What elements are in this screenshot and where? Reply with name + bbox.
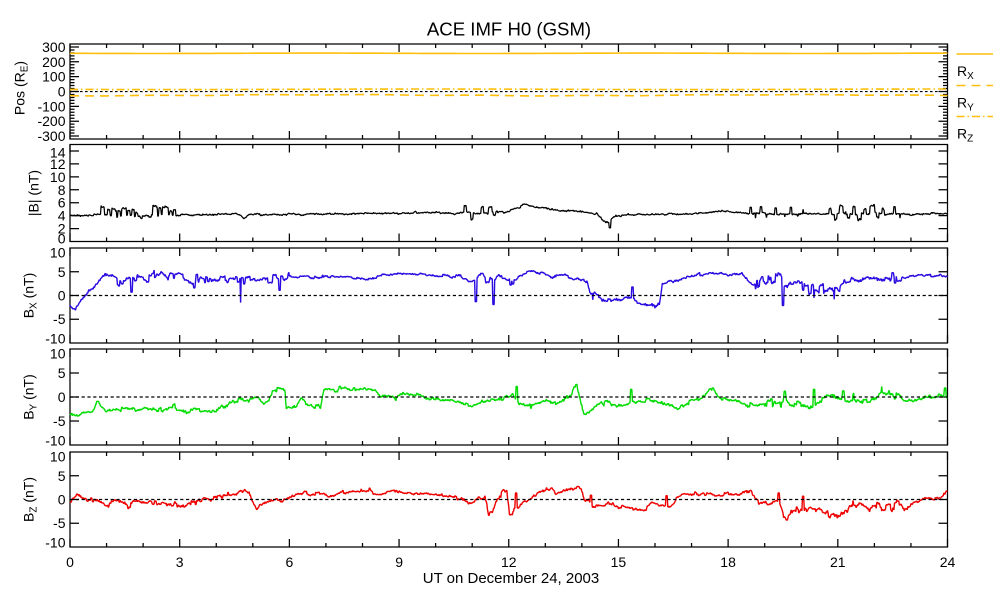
svg-text:10: 10 [50,169,66,185]
svg-text:-10: -10 [45,331,65,347]
svg-text:0: 0 [66,554,74,570]
svg-text:6: 6 [58,195,66,211]
svg-text:12: 12 [501,554,517,570]
svg-text:5: 5 [58,468,66,484]
svg-text:0: 0 [58,231,66,247]
svg-text:14: 14 [50,145,66,161]
svg-text:-200: -200 [37,113,65,129]
svg-text:-10: -10 [45,433,65,449]
svg-text:6: 6 [286,554,294,570]
svg-text:-5: -5 [53,311,66,327]
svg-text:4: 4 [58,208,66,224]
svg-text:10: 10 [50,449,66,465]
svg-text:0: 0 [58,492,66,508]
svg-text:24: 24 [940,554,956,570]
svg-text:-5: -5 [53,413,66,429]
svg-text:12: 12 [50,156,66,172]
svg-text:15: 15 [611,554,627,570]
svg-text:0: 0 [58,84,66,100]
svg-text:-100: -100 [37,98,65,114]
svg-text:5: 5 [58,264,66,280]
svg-text:10: 10 [50,346,66,362]
svg-text:21: 21 [830,554,846,570]
svg-text:0: 0 [58,288,66,304]
svg-text:0: 0 [58,389,66,405]
svg-text:-5: -5 [53,515,66,531]
svg-text:18: 18 [720,554,736,570]
svg-text:10: 10 [50,245,66,261]
svg-text:2: 2 [58,221,66,237]
svg-text:100: 100 [42,69,66,85]
svg-text:300: 300 [42,39,66,55]
svg-text:3: 3 [176,554,184,570]
svg-text:-10: -10 [45,535,65,551]
svg-text:5: 5 [58,365,66,381]
svg-text:UT on December 24, 2003: UT on December 24, 2003 [423,570,600,587]
svg-text:ACE IMF H0 (GSM): ACE IMF H0 (GSM) [427,19,591,40]
svg-text:200: 200 [42,54,66,70]
svg-text:9: 9 [395,554,403,570]
svg-text:|B| (nT): |B| (nT) [26,170,42,216]
svg-text:8: 8 [58,182,66,198]
svg-text:-300: -300 [37,128,65,144]
svg-text:Pos (RE): Pos (RE) [12,61,31,115]
